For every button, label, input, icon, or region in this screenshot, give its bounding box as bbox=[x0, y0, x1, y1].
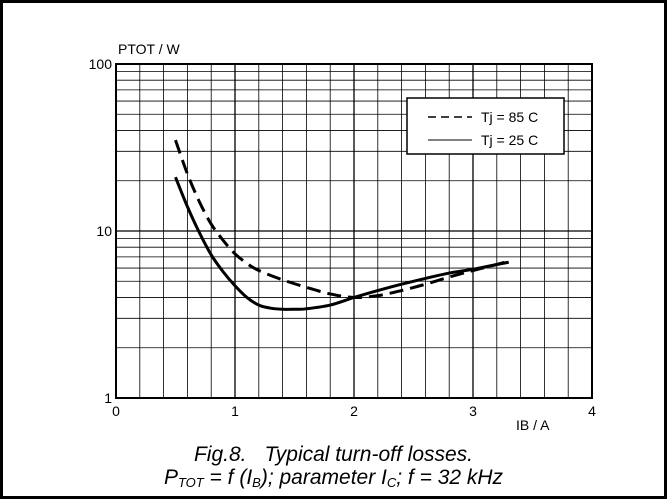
y-tick-label: 10 bbox=[96, 223, 112, 239]
caption-frequency: ; f = 32 kHz bbox=[396, 466, 504, 489]
x-tick-label: 3 bbox=[469, 403, 477, 419]
x-tick-label: 4 bbox=[588, 403, 596, 419]
caption-parameter: ); parameter I bbox=[260, 466, 387, 489]
x-tick-label: 2 bbox=[350, 403, 358, 419]
caption-ic-subscript: C bbox=[386, 475, 397, 490]
legend: Tj = 85 C Tj = 25 C bbox=[406, 97, 565, 155]
plot-frame bbox=[115, 63, 593, 399]
series-tj85-line bbox=[174, 139, 510, 300]
x-axis-label: IB / A bbox=[516, 417, 550, 433]
caption-line-1: Fig.8. Typical turn-off losses. bbox=[0, 443, 667, 467]
figure-number: Fig.8. bbox=[193, 443, 247, 466]
y-tick-label: 100 bbox=[89, 56, 113, 72]
caption-p: P bbox=[163, 466, 178, 489]
x-tick-label: 1 bbox=[231, 403, 239, 419]
caption-line-2: PTOT = f (IB); parameter IC; f = 32 kHz bbox=[0, 466, 667, 490]
legend-box bbox=[406, 97, 565, 155]
x-tick-label: 0 bbox=[112, 403, 120, 419]
legend-label-tj85: Tj = 85 C bbox=[481, 109, 538, 125]
caption-ib-subscript: B bbox=[252, 475, 261, 490]
figure-title: Typical turn-off losses. bbox=[264, 443, 474, 466]
series-group bbox=[174, 139, 510, 311]
caption-equation: = f (I bbox=[203, 466, 253, 489]
legend-label-tj25: Tj = 25 C bbox=[481, 132, 538, 148]
y-tick-label: 1 bbox=[104, 390, 112, 406]
caption-p-subscript: TOT bbox=[177, 475, 204, 490]
y-axis-label: PTOT / W bbox=[118, 41, 180, 57]
series-tj25-line bbox=[174, 176, 509, 311]
